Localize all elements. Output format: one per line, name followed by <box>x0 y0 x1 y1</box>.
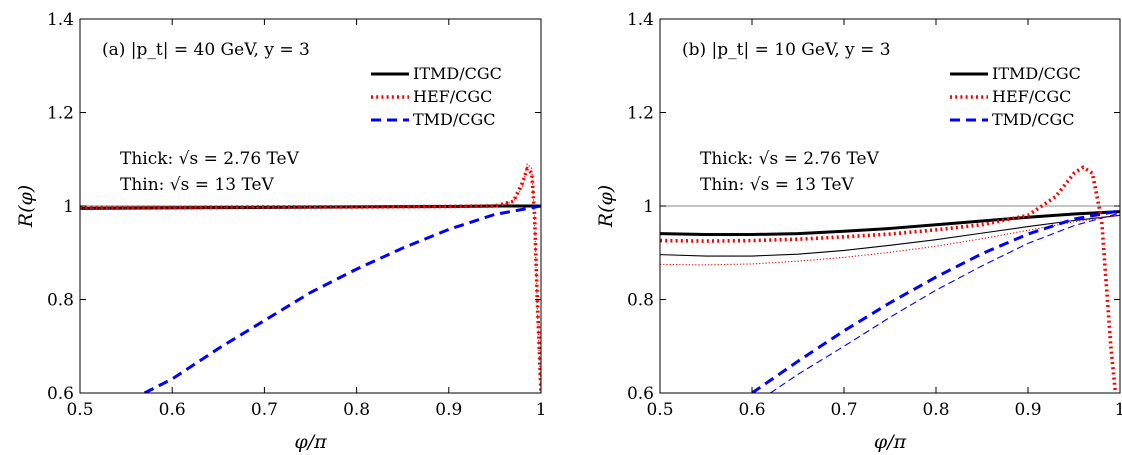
legend-label: HEF/CGC <box>413 87 492 106</box>
x-tick-label: 0.9 <box>1014 400 1041 420</box>
x-tick-label: 0.7 <box>830 400 857 420</box>
x-tick-label: 0.5 <box>646 400 673 420</box>
x-tick-label: 1 <box>536 400 547 420</box>
legend-label: ITMD/CGC <box>992 64 1081 83</box>
series-line-tmd-cgc-thin <box>770 212 1120 393</box>
y-axis-label: R(φ) <box>595 185 617 228</box>
y-tick-label: 1 <box>63 197 74 217</box>
series-line-tmd-cgc-thick <box>751 209 1120 393</box>
chart-panel-b: 0.5 0.6 0.7 0.8 0.9 10.60.811.21.4φ/πR(φ)(b) … <box>595 10 1122 453</box>
series-group <box>80 163 541 393</box>
series-line-itmd-cgc-thick <box>660 210 1120 237</box>
series-line-tmd-cgc-thick <box>143 204 541 393</box>
y-tick-label: 1 <box>643 197 654 217</box>
x-tick-label: 0.6 <box>738 400 765 420</box>
panel-label: (b) |p_t| = 10 GeV, y = 3 <box>682 40 891 60</box>
x-tick-label: 0.6 <box>159 400 186 420</box>
annotation-text: Thick: √s = 2.76 TeV <box>700 149 880 169</box>
x-tick-label: 0.5 <box>66 400 93 420</box>
y-tick-label: 1.2 <box>627 104 654 124</box>
y-tick-label: 0.6 <box>47 384 74 404</box>
y-tick-label: 1.2 <box>47 104 74 124</box>
y-tick-label: 0.8 <box>47 291 74 311</box>
annotation-text: Thin: √s = 13 TeV <box>120 175 275 195</box>
series-line-itmd-cgc-thin <box>660 214 1120 257</box>
y-tick-label: 0.6 <box>627 384 654 404</box>
series-line-hef-cgc-thin <box>80 163 541 393</box>
y-axis-label: R(φ) <box>15 185 37 228</box>
x-tick-label: 0.7 <box>251 400 278 420</box>
y-tick-label: 1.4 <box>47 10 74 30</box>
legend: ITMD/CGC HEF/CGC TMD/CGC <box>371 64 502 129</box>
legend-label: TMD/CGC <box>413 110 496 129</box>
series-group <box>660 165 1120 393</box>
panel-label: (a) |p_t| = 40 GeV, y = 3 <box>102 40 310 60</box>
x-tick-label: 1 <box>1115 400 1122 420</box>
annotation-text: Thick: √s = 2.76 TeV <box>120 149 300 169</box>
y-tick-label: 1.4 <box>627 10 654 30</box>
legend-label: HEF/CGC <box>992 87 1071 106</box>
legend: ITMD/CGC HEF/CGC TMD/CGC <box>950 64 1081 129</box>
x-tick-label: 0.8 <box>922 400 949 420</box>
legend-label: ITMD/CGC <box>413 64 502 83</box>
x-axis-label: φ/π <box>874 431 907 453</box>
annotation-text: Thin: √s = 13 TeV <box>700 175 855 195</box>
x-tick-label: 0.8 <box>343 400 370 420</box>
chart-panel-a: 0.5 0.6 0.7 0.8 0.9 10.60.811.21.4φ/πR(φ)(a) … <box>15 10 546 453</box>
legend-label: TMD/CGC <box>992 110 1075 129</box>
y-tick-label: 0.8 <box>627 291 654 311</box>
series-line-hef-cgc-thin <box>660 214 1120 266</box>
series-line-hef-cgc-thick <box>660 165 1118 393</box>
series-line-hef-cgc-thick <box>80 166 541 393</box>
x-tick-label: 0.9 <box>435 400 462 420</box>
x-axis-label: φ/π <box>294 431 327 453</box>
